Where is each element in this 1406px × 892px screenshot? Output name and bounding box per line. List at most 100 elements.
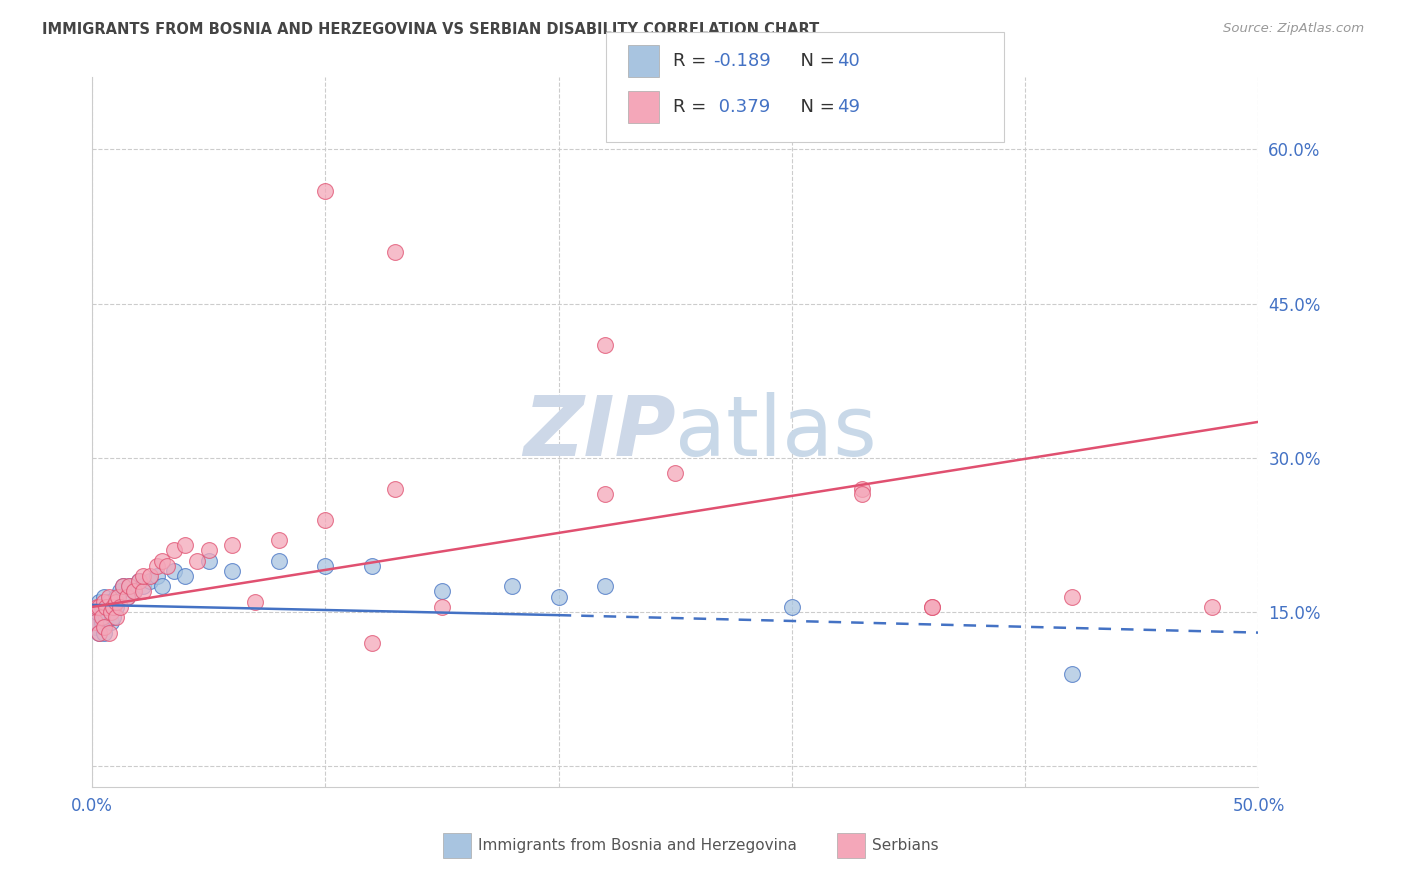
Text: IMMIGRANTS FROM BOSNIA AND HERZEGOVINA VS SERBIAN DISABILITY CORRELATION CHART: IMMIGRANTS FROM BOSNIA AND HERZEGOVINA V…: [42, 22, 820, 37]
Text: N =: N =: [789, 52, 841, 70]
Point: [97, 625, 120, 640]
Text: ZIP: ZIP: [523, 392, 675, 473]
Point: [384, 482, 406, 496]
Point: [104, 599, 127, 614]
Point: [146, 569, 169, 583]
Point: [198, 543, 221, 558]
Point: [267, 533, 290, 547]
Point: [90, 615, 112, 630]
Text: atlas: atlas: [675, 392, 877, 473]
Text: N =: N =: [789, 98, 841, 116]
Point: [93, 590, 115, 604]
Point: [93, 595, 115, 609]
Point: [93, 620, 115, 634]
Point: [111, 579, 134, 593]
Point: [1060, 590, 1083, 604]
Point: [132, 584, 155, 599]
Point: [221, 538, 243, 552]
Text: Immigrants from Bosnia and Herzegovina: Immigrants from Bosnia and Herzegovina: [478, 838, 797, 853]
Point: [107, 590, 129, 604]
Point: [314, 512, 336, 526]
Point: [163, 564, 186, 578]
Point: [430, 584, 453, 599]
Point: [174, 538, 197, 552]
Point: [89, 625, 111, 640]
Point: [118, 579, 141, 593]
Point: [108, 584, 131, 599]
Point: [128, 574, 150, 589]
Point: [128, 574, 150, 589]
Point: [267, 554, 290, 568]
Point: [163, 543, 186, 558]
Point: [361, 636, 384, 650]
Point: [186, 554, 208, 568]
Point: [122, 584, 145, 599]
Point: [361, 558, 384, 573]
Point: [101, 610, 124, 624]
Text: 49: 49: [837, 98, 859, 116]
Point: [115, 590, 138, 604]
Point: [851, 482, 873, 496]
Point: [780, 599, 803, 614]
Point: [100, 599, 122, 614]
Point: [245, 595, 267, 609]
Point: [174, 569, 197, 583]
Point: [156, 558, 179, 573]
Point: [96, 599, 118, 614]
Point: [595, 337, 617, 351]
Point: [132, 579, 155, 593]
Point: [547, 590, 569, 604]
Point: [1201, 599, 1223, 614]
Point: [111, 579, 134, 593]
Point: [150, 579, 173, 593]
Point: [221, 564, 243, 578]
Point: [104, 595, 127, 609]
Text: -0.189: -0.189: [713, 52, 770, 70]
Point: [100, 605, 122, 619]
Text: 40: 40: [837, 52, 859, 70]
Point: [100, 615, 122, 630]
Point: [1060, 666, 1083, 681]
Point: [115, 590, 138, 604]
Point: [314, 184, 336, 198]
Point: [122, 584, 145, 599]
Point: [108, 599, 131, 614]
Point: [90, 610, 112, 624]
Point: [97, 595, 120, 609]
Point: [146, 558, 169, 573]
Point: [89, 595, 111, 609]
Text: Source: ZipAtlas.com: Source: ZipAtlas.com: [1223, 22, 1364, 36]
Point: [921, 599, 943, 614]
Point: [86, 615, 108, 630]
Text: Serbians: Serbians: [872, 838, 938, 853]
Point: [83, 615, 105, 630]
Point: [96, 599, 118, 614]
Point: [97, 590, 120, 604]
Text: 0.379: 0.379: [713, 98, 770, 116]
Point: [501, 579, 523, 593]
Point: [89, 625, 111, 640]
Point: [139, 569, 162, 583]
Point: [89, 599, 111, 614]
Point: [93, 625, 115, 640]
Point: [595, 579, 617, 593]
Point: [921, 599, 943, 614]
Point: [384, 245, 406, 260]
Point: [104, 590, 127, 604]
Text: R =: R =: [673, 98, 713, 116]
Point: [664, 467, 686, 481]
Point: [83, 620, 105, 634]
Text: R =: R =: [673, 52, 713, 70]
Point: [430, 599, 453, 614]
Point: [198, 554, 221, 568]
Point: [118, 579, 141, 593]
Point: [595, 487, 617, 501]
Point: [90, 599, 112, 614]
Point: [132, 569, 155, 583]
Point: [314, 558, 336, 573]
Point: [101, 599, 124, 614]
Point: [104, 610, 127, 624]
Point: [86, 605, 108, 619]
Point: [139, 574, 162, 589]
Point: [86, 599, 108, 614]
